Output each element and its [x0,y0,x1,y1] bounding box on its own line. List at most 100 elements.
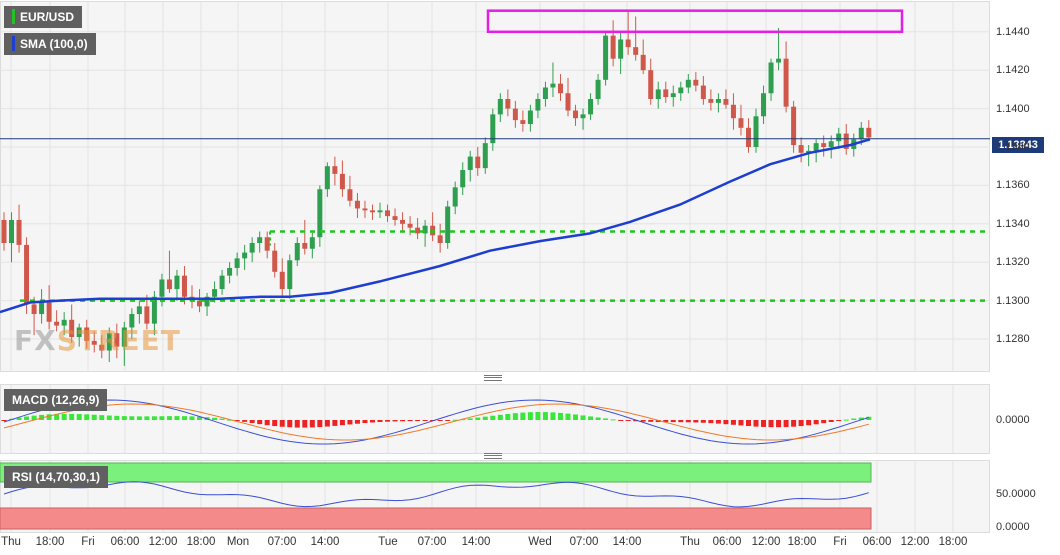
candle-body [708,99,714,103]
macd-histogram-bar [287,420,293,428]
macd-histogram-bar [54,413,60,420]
macd-indicator-label[interactable]: MACD (12,26,9) [4,389,108,411]
candle-body [588,99,594,115]
candle-body [9,219,15,243]
fxstreet-watermark: FXSTREET [14,324,181,357]
macd-histogram-bar [76,414,82,420]
candle-body [655,89,661,99]
macd-histogram-bar [309,420,315,428]
candle-body [618,39,624,59]
symbol-label[interactable]: EUR/USD [4,6,83,28]
candle-body [24,244,30,305]
candle-body [385,210,391,217]
candle-body [114,333,120,347]
rsi-indicator-label[interactable]: RSI (14,70,30,1) [4,466,109,488]
candle-body [527,110,533,124]
x-tick-label: 07:00 [267,536,297,548]
macd-histogram-bar [580,415,586,420]
macd-histogram-bar [761,420,767,427]
macd-histogram-bar [400,420,406,422]
candle-body [813,143,819,151]
candle-body [287,260,293,290]
candle-body [730,104,736,119]
candle-body [242,252,248,259]
macd-histogram-bar [181,416,187,420]
macd-histogram-bar [851,418,857,420]
x-tick-label: Mon [226,536,250,548]
candle-body [467,156,473,171]
x-tick-label: 18:00 [787,536,817,548]
macd-histogram-bar [159,416,165,420]
macd-histogram-bar [144,416,150,420]
macd-histogram-bar [678,420,684,423]
candle-body [234,258,240,268]
macd-histogram-bar [354,420,360,424]
x-tick-label: Thu [1,536,21,548]
x-tick-label: Fri [833,536,847,548]
candle-body [505,99,511,109]
candle-body [212,289,218,297]
x-tick-label: Fri [81,536,95,548]
macd-histogram-bar [84,414,90,420]
indicator-lines [1,399,872,508]
candle-body [197,300,203,307]
rsi-line [3,481,869,508]
candle-body [272,250,278,272]
rsi-tick-label: 50.0000 [996,488,1036,500]
macd-histogram-bar [166,416,172,420]
y-tick-label: 1.1320 [996,256,1030,269]
candle-body [542,87,548,99]
candle-body [776,58,782,63]
candle-body [61,319,67,326]
candle-body [460,170,466,188]
macd-histogram-bar [768,420,774,428]
macd-histogram-bar [633,420,639,422]
candle-body [39,302,45,315]
macd-histogram-bar [257,420,263,425]
candle-body [821,143,827,147]
candle-body [535,99,541,111]
candle-body [866,127,872,138]
candle-body [858,127,864,140]
candle-body [685,79,691,88]
macd-histogram-bar [520,412,526,420]
panel-resize-handle[interactable] [484,453,502,459]
macd-histogram-bar [302,420,308,428]
macd-histogram-bar [31,415,37,420]
macd-histogram-bar [693,420,699,423]
candle-body [294,243,300,261]
macd-histogram-bar [542,412,548,420]
macd-histogram-bar [610,419,616,421]
macd-histogram-bar [625,420,631,421]
candle-body [151,296,157,324]
macd-histogram-bar [708,420,714,424]
macd-histogram-bar [24,416,30,420]
x-tick-label: 06:00 [862,536,892,548]
candle-body [257,237,263,243]
candle-body [324,166,330,190]
macd-histogram-bar [806,420,812,426]
macd-histogram-bar [663,420,669,423]
candle-body [317,189,323,238]
candle-body [106,333,112,351]
candle-body [497,99,503,115]
candle-body [557,83,563,94]
macd-histogram-bar [324,420,330,427]
candle-body [700,85,706,99]
macd-histogram-bar [738,420,744,426]
macd-histogram-bar [151,416,157,420]
candle-body [31,304,37,315]
x-tick-label: 18:00 [35,536,65,548]
rsi-overbought-band [0,462,872,483]
macd-histogram-bar [573,414,579,420]
x-tick-label: 12:00 [900,536,930,548]
macd-histogram-bar [753,420,759,427]
sma-indicator-label[interactable]: SMA (100,0) [4,33,96,55]
macd-histogram-bar [189,416,195,420]
panel-resize-handle[interactable] [484,375,502,381]
macd-histogram-bar [339,420,345,426]
macd-tick-label: 0.0000 [996,414,1030,426]
candle-body [181,275,187,297]
candle-body [595,79,601,99]
macd-histogram-bar [482,416,488,420]
